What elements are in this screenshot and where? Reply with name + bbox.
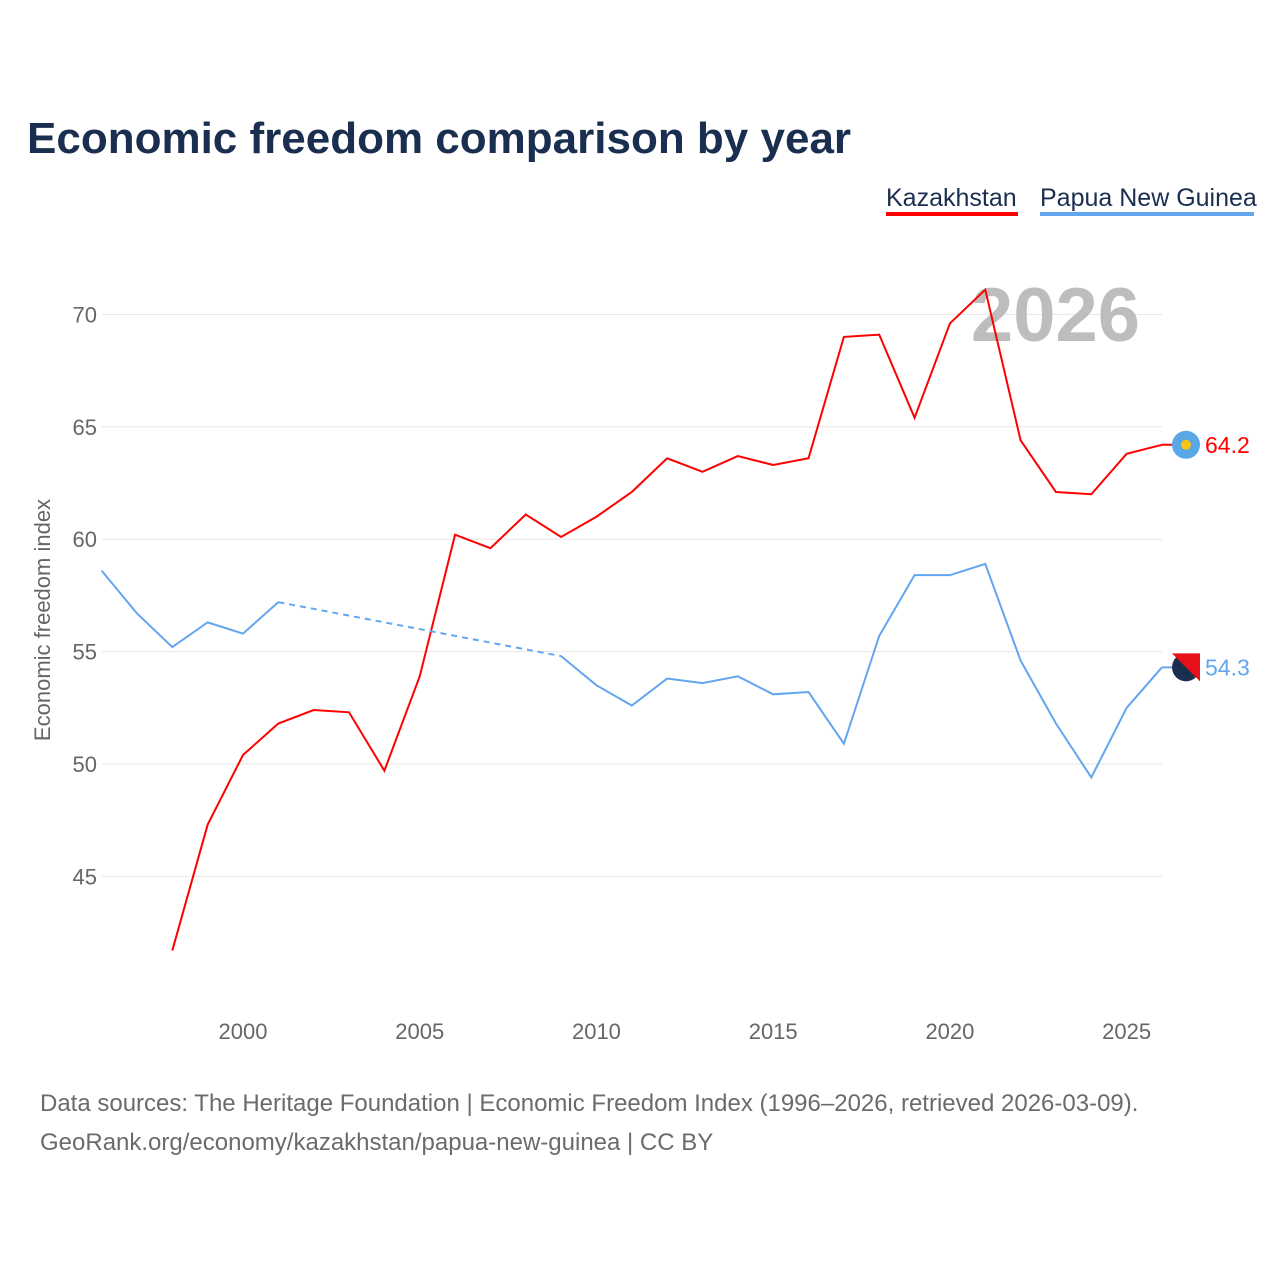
x-tick-label: 2025 xyxy=(1102,1019,1151,1044)
y-tick-label: 65 xyxy=(73,415,97,440)
y-axis-label: Economic freedom index xyxy=(30,499,55,741)
legend-swatch xyxy=(886,212,1018,216)
end-value-label: 54.3 xyxy=(1205,654,1250,680)
series-line-kazakhstan xyxy=(171,287,1163,951)
legend-item[interactable]: Papua New Guinea xyxy=(1040,184,1257,212)
y-tick-label: 45 xyxy=(73,864,97,889)
y-tick-label: 55 xyxy=(73,640,97,665)
y-tick-label: 60 xyxy=(73,527,97,552)
flag-half xyxy=(1172,653,1200,682)
series-line-papua-new-guinea xyxy=(100,570,279,649)
footer-sources: Data sources: The Heritage Foundation | … xyxy=(40,1090,1138,1117)
year-watermark: 2026 xyxy=(971,273,1140,358)
flag-sun xyxy=(1181,439,1191,450)
x-tick-label: 2020 xyxy=(925,1019,974,1044)
x-tick-label: 2010 xyxy=(572,1019,621,1044)
x-tick-label: 2000 xyxy=(219,1019,268,1044)
legend-swatch xyxy=(1040,212,1254,216)
series-line-papua-new-guinea xyxy=(560,562,1163,780)
footer-link[interactable]: GeoRank.org/economy/kazakhstan/papua-new… xyxy=(40,1129,713,1156)
y-tick-label: 50 xyxy=(73,752,97,777)
chart-title: Economic freedom comparison by year xyxy=(27,114,851,163)
legend-item[interactable]: Kazakhstan xyxy=(886,184,1017,212)
end-value-label: 64.2 xyxy=(1205,432,1250,458)
x-tick-label: 2005 xyxy=(395,1019,444,1044)
y-tick-label: 70 xyxy=(73,302,97,327)
x-tick-label: 2015 xyxy=(749,1019,798,1044)
missing-data-line xyxy=(278,601,562,658)
